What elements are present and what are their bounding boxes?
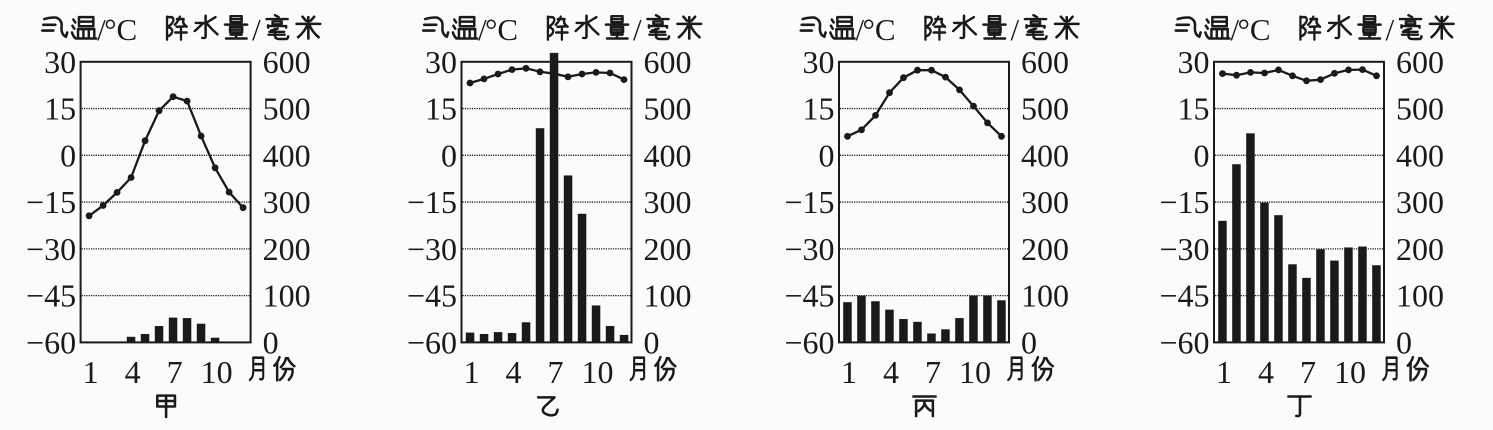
svg-text:0: 0 — [441, 137, 457, 173]
svg-text:1: 1 — [1216, 354, 1232, 390]
svg-text:600: 600 — [1396, 44, 1444, 80]
svg-text:/: / — [633, 12, 642, 47]
svg-text:−30: −30 — [26, 231, 76, 267]
svg-text:100: 100 — [263, 278, 311, 314]
svg-text:−60: −60 — [1159, 324, 1209, 360]
svg-text:0: 0 — [1194, 137, 1210, 173]
svg-text:7: 7 — [167, 354, 183, 390]
svg-text:15: 15 — [1178, 91, 1210, 127]
svg-text:4: 4 — [1258, 354, 1274, 390]
svg-text:0: 0 — [1021, 324, 1037, 360]
svg-text:/: / — [97, 12, 106, 47]
svg-text:200: 200 — [1021, 231, 1069, 267]
svg-text:°C: °C — [1238, 12, 1271, 47]
svg-text:15: 15 — [425, 91, 457, 127]
svg-text:−15: −15 — [1159, 184, 1209, 220]
svg-text:0: 0 — [644, 324, 660, 360]
svg-text:7: 7 — [1300, 354, 1316, 390]
svg-text:600: 600 — [1021, 44, 1069, 80]
svg-text:400: 400 — [1021, 137, 1069, 173]
svg-text:400: 400 — [263, 137, 311, 173]
svg-text:−45: −45 — [1159, 278, 1209, 314]
svg-text:/: / — [856, 12, 865, 47]
svg-text:1: 1 — [464, 354, 480, 390]
svg-text:100: 100 — [1021, 278, 1069, 314]
svg-text:°C: °C — [485, 12, 518, 47]
svg-text:15: 15 — [803, 91, 835, 127]
svg-text:/: / — [1231, 12, 1240, 47]
svg-text:0: 0 — [819, 137, 835, 173]
svg-text:200: 200 — [644, 231, 692, 267]
svg-text:30: 30 — [44, 44, 76, 80]
svg-text:10: 10 — [582, 354, 614, 390]
svg-text:°C: °C — [104, 12, 137, 47]
svg-text:4: 4 — [125, 354, 141, 390]
svg-text:−45: −45 — [407, 278, 457, 314]
svg-text:0: 0 — [60, 137, 76, 173]
svg-text:/: / — [478, 12, 487, 47]
svg-text:−60: −60 — [784, 324, 834, 360]
svg-text:−60: −60 — [26, 324, 76, 360]
svg-text:10: 10 — [1334, 354, 1366, 390]
svg-text:600: 600 — [644, 44, 692, 80]
svg-text:−15: −15 — [26, 184, 76, 220]
svg-text:−30: −30 — [1159, 231, 1209, 267]
svg-text:400: 400 — [1396, 137, 1444, 173]
svg-text:300: 300 — [1021, 184, 1069, 220]
svg-text:1: 1 — [841, 354, 857, 390]
svg-text:400: 400 — [644, 137, 692, 173]
svg-text:30: 30 — [425, 44, 457, 80]
svg-text:4: 4 — [506, 354, 522, 390]
svg-text:4: 4 — [883, 354, 899, 390]
svg-text:15: 15 — [44, 91, 76, 127]
svg-text:600: 600 — [263, 44, 311, 80]
svg-text:500: 500 — [263, 91, 311, 127]
svg-text:−45: −45 — [26, 278, 76, 314]
svg-text:−30: −30 — [784, 231, 834, 267]
svg-text:300: 300 — [263, 184, 311, 220]
svg-text:−60: −60 — [407, 324, 457, 360]
svg-text:30: 30 — [1178, 44, 1210, 80]
svg-text:−15: −15 — [784, 184, 834, 220]
svg-text:500: 500 — [1396, 91, 1444, 127]
svg-text:7: 7 — [548, 354, 564, 390]
svg-text:500: 500 — [1021, 91, 1069, 127]
svg-text:10: 10 — [201, 354, 233, 390]
svg-text:300: 300 — [1396, 184, 1444, 220]
svg-text:7: 7 — [925, 354, 941, 390]
svg-text:°C: °C — [863, 12, 896, 47]
svg-text:0: 0 — [263, 324, 279, 360]
svg-text:300: 300 — [644, 184, 692, 220]
svg-text:200: 200 — [1396, 231, 1444, 267]
svg-text:10: 10 — [959, 354, 991, 390]
svg-text:/: / — [1386, 12, 1395, 47]
svg-text:200: 200 — [263, 231, 311, 267]
svg-text:/: / — [252, 12, 261, 47]
svg-text:30: 30 — [803, 44, 835, 80]
svg-text:100: 100 — [644, 278, 692, 314]
svg-text:0: 0 — [1396, 324, 1412, 360]
svg-text:−15: −15 — [407, 184, 457, 220]
svg-text:100: 100 — [1396, 278, 1444, 314]
svg-text:/: / — [1011, 12, 1020, 47]
svg-text:−45: −45 — [784, 278, 834, 314]
svg-text:1: 1 — [83, 354, 99, 390]
svg-text:−30: −30 — [407, 231, 457, 267]
svg-text:500: 500 — [644, 91, 692, 127]
